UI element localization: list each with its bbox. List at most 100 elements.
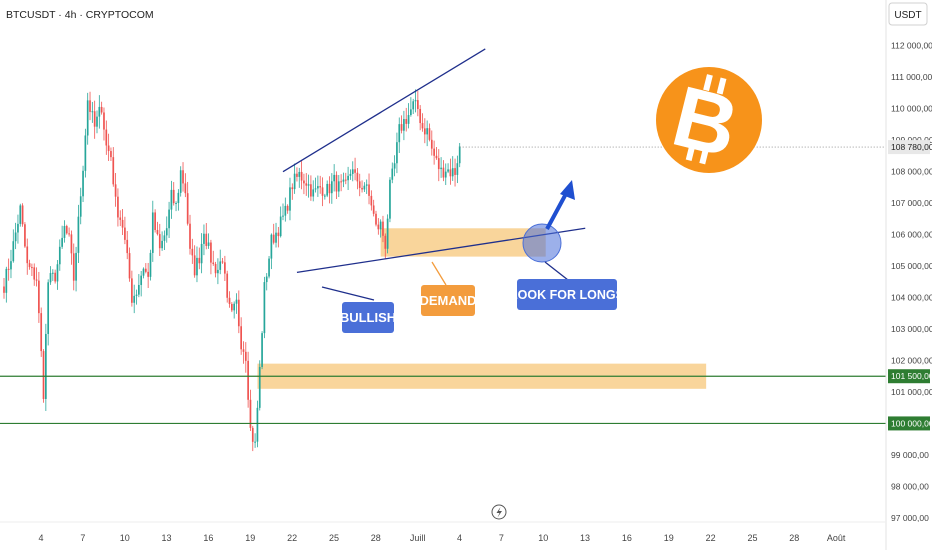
candle <box>351 161 354 182</box>
candle-body <box>321 187 324 196</box>
candle-body <box>49 273 52 283</box>
candle-body <box>435 155 438 159</box>
candle <box>300 161 303 190</box>
candle <box>112 147 115 187</box>
candle-body <box>121 219 124 228</box>
candle <box>198 247 201 270</box>
currency-button[interactable] <box>888 2 928 26</box>
candle-body <box>33 267 36 280</box>
candles-layer <box>3 89 461 452</box>
candle <box>96 110 98 134</box>
longs-box <box>517 279 617 310</box>
candle <box>51 269 54 281</box>
look-for-longs-marker <box>522 180 575 263</box>
candle-body <box>212 262 215 264</box>
candle-body <box>347 175 349 181</box>
candle-body <box>349 173 352 176</box>
x-tick-label: 4 <box>457 533 462 543</box>
candle <box>28 259 31 270</box>
candle-body <box>131 278 133 303</box>
candle-body <box>28 263 31 268</box>
candle-body <box>175 202 177 204</box>
candle <box>428 123 431 142</box>
candle-body <box>58 246 61 265</box>
candle <box>219 249 222 275</box>
candle <box>38 271 40 323</box>
candle-body <box>98 106 101 117</box>
candle-body <box>270 234 273 259</box>
candle-body <box>451 168 454 177</box>
candle-body <box>96 116 98 127</box>
candle-body <box>119 217 122 220</box>
candle <box>231 302 233 313</box>
candle <box>5 266 8 303</box>
candle <box>393 155 396 177</box>
candle-body <box>128 253 131 279</box>
candle <box>214 261 217 278</box>
candle-body <box>182 170 184 184</box>
candle-body <box>133 295 136 303</box>
candle <box>328 176 331 204</box>
candle <box>324 193 326 200</box>
candle-body <box>82 170 84 197</box>
bitcoin-tick-top-left <box>703 74 713 92</box>
candle-body <box>300 171 303 181</box>
bullish-label: BULLISH <box>321 286 396 333</box>
candle-body <box>191 248 194 256</box>
candle-body <box>386 218 389 249</box>
candle <box>335 171 338 199</box>
candle <box>210 239 212 275</box>
y-tick-label: 106 000,00 <box>891 230 932 240</box>
candle-body <box>3 286 5 293</box>
candle <box>182 162 184 192</box>
candle-body <box>421 123 424 129</box>
candle-body <box>272 234 275 243</box>
candle-body <box>372 205 375 214</box>
candle-body <box>337 181 340 192</box>
candle <box>186 181 189 226</box>
candle <box>447 163 449 174</box>
candle-body <box>375 213 377 225</box>
candle <box>356 168 359 190</box>
candle <box>407 103 410 129</box>
lightning-icon[interactable] <box>491 504 507 520</box>
candle-body <box>14 232 17 242</box>
candle-body <box>440 167 442 170</box>
candle-body <box>93 111 96 127</box>
candle-body <box>307 184 310 186</box>
candle-body <box>42 351 45 399</box>
demand-label: DEMAND <box>419 261 477 316</box>
candle-body <box>310 184 312 197</box>
trendline-0[interactable] <box>282 48 486 173</box>
candle <box>147 262 149 289</box>
y-tick-label: 110 000,00 <box>891 104 932 114</box>
candle-body <box>356 172 359 182</box>
candle <box>19 203 22 227</box>
time-axis[interactable]: 4 7 10 13 16 19 22 25 28 Juill 4 7 10 13 16 19 22 25 28 Aoû… <box>0 521 886 543</box>
candle-body <box>251 427 254 442</box>
candle <box>305 173 308 196</box>
candle <box>449 158 452 185</box>
bitcoin-logo: B <box>656 67 762 176</box>
candle <box>293 163 296 194</box>
longs-pointer <box>544 261 569 281</box>
candle-body <box>196 257 198 276</box>
candle-body <box>219 261 222 270</box>
candle <box>419 105 422 131</box>
candle-body <box>305 183 308 186</box>
y-tick-label: 107 000,00 <box>891 198 932 208</box>
candle-body <box>124 227 126 240</box>
candle <box>203 224 205 256</box>
candle-body <box>370 195 373 206</box>
candle-body <box>214 263 217 274</box>
y-tick-label: 97 000,00 <box>891 513 929 523</box>
candle-body <box>442 167 445 178</box>
candle-body <box>112 157 115 185</box>
candle-body <box>186 193 189 224</box>
candle-body <box>21 205 24 225</box>
candle <box>396 132 398 174</box>
candle-body <box>354 169 356 173</box>
